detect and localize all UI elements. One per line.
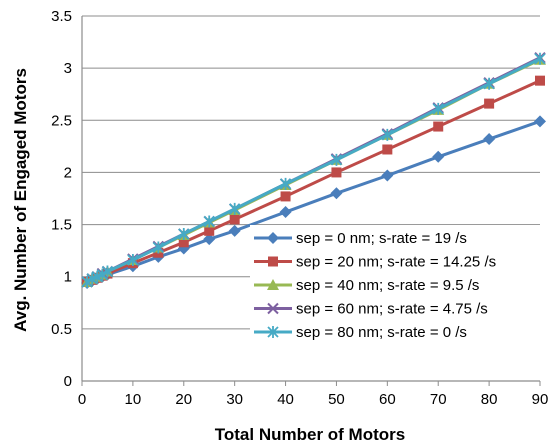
legend-swatch-marker <box>267 279 279 290</box>
data-point <box>381 169 394 182</box>
legend-entry: sep = 0 nm; s-rate = 19 /s <box>254 230 467 247</box>
legend-swatch-marker <box>268 256 278 267</box>
y-tick-label: 2 <box>64 164 72 181</box>
x-tick-label: 70 <box>430 391 447 408</box>
legend-label: sep = 60 nm; s-rate = 4.75 /s <box>296 301 488 318</box>
data-point <box>331 167 342 178</box>
legend-entry: sep = 40 nm; s-rate = 9.5 /s <box>254 277 479 294</box>
x-tick-label: 90 <box>532 391 549 408</box>
data-point <box>127 254 139 267</box>
x-tick-labels: 0 10 20 30 40 50 60 70 80 90 <box>78 391 549 408</box>
data-point <box>535 75 545 86</box>
axes <box>81 16 541 386</box>
y-tick-label: 3 <box>64 60 72 77</box>
x-tick-label: 0 <box>78 391 86 408</box>
gridlines <box>82 15 540 330</box>
legend-label: sep = 40 nm; s-rate = 9.5 /s <box>296 277 479 294</box>
series-line <box>86 57 541 284</box>
legend-background <box>250 225 550 347</box>
data-point <box>432 102 444 115</box>
y-tick-label: 2.5 <box>51 112 72 129</box>
data-point <box>203 233 216 246</box>
legend-swatch-marker <box>267 326 279 338</box>
data-point <box>330 187 343 200</box>
data-point <box>381 128 393 141</box>
x-tick-label: 10 <box>125 391 142 408</box>
y-tick-labels: 0 0.5 1 1.5 2 2.5 3 3.5 <box>51 8 72 390</box>
data-point <box>178 237 189 248</box>
data-point <box>228 224 241 237</box>
x-tick-label: 20 <box>175 391 192 408</box>
data-point <box>433 121 444 132</box>
data-point <box>330 153 343 166</box>
data-point <box>229 202 241 215</box>
data-point <box>81 275 93 288</box>
x-tick-label: 80 <box>481 391 498 408</box>
data-point <box>152 241 164 254</box>
legend-swatch-marker <box>267 232 279 244</box>
data-point <box>96 268 108 281</box>
y-axis-title: Avg. Number of Engaged Motors <box>11 68 30 332</box>
data-point <box>534 52 546 65</box>
y-tick-label: 0 <box>64 373 72 390</box>
legend-label: sep = 80 nm; s-rate = 0 /s <box>296 324 467 341</box>
data-point <box>483 133 496 146</box>
data-point <box>229 214 240 225</box>
y-tick-label: 0.5 <box>51 321 72 338</box>
y-tick-label: 3.5 <box>51 8 72 25</box>
data-point <box>203 215 215 228</box>
data-series <box>81 52 546 289</box>
x-axis-title: Total Number of Motors <box>215 425 405 444</box>
legend-label: sep = 20 nm; s-rate = 14.25 /s <box>296 254 496 271</box>
data-point <box>101 265 114 278</box>
data-point <box>484 98 495 109</box>
data-point <box>432 150 445 163</box>
legend-entry: sep = 20 nm; s-rate = 14.25 /s <box>254 254 496 271</box>
data-point <box>534 115 546 128</box>
data-point <box>279 206 292 219</box>
y-tick-label: 1.5 <box>51 217 72 234</box>
legend-swatch-marker <box>267 302 279 315</box>
x-tick-label: 60 <box>379 391 396 408</box>
legend: sep = 0 nm; s-rate = 19 /s sep = 20 nm; s… <box>250 225 550 347</box>
data-point <box>204 225 215 236</box>
data-point <box>280 191 291 202</box>
data-point <box>178 227 190 240</box>
series-5 <box>81 52 546 288</box>
legend-entry: sep = 80 nm; s-rate = 0 /s <box>254 324 467 341</box>
data-point <box>382 144 393 155</box>
y-tick-label: 1 <box>64 269 72 286</box>
data-point <box>483 77 495 90</box>
legend-label: sep = 0 nm; s-rate = 19 /s <box>296 230 467 247</box>
x-tick-label: 50 <box>328 391 345 408</box>
x-tick-label: 30 <box>226 391 243 408</box>
data-point <box>279 177 292 190</box>
x-tick-label: 40 <box>277 391 294 408</box>
legend-entry: sep = 60 nm; s-rate = 4.75 /s <box>254 301 488 318</box>
